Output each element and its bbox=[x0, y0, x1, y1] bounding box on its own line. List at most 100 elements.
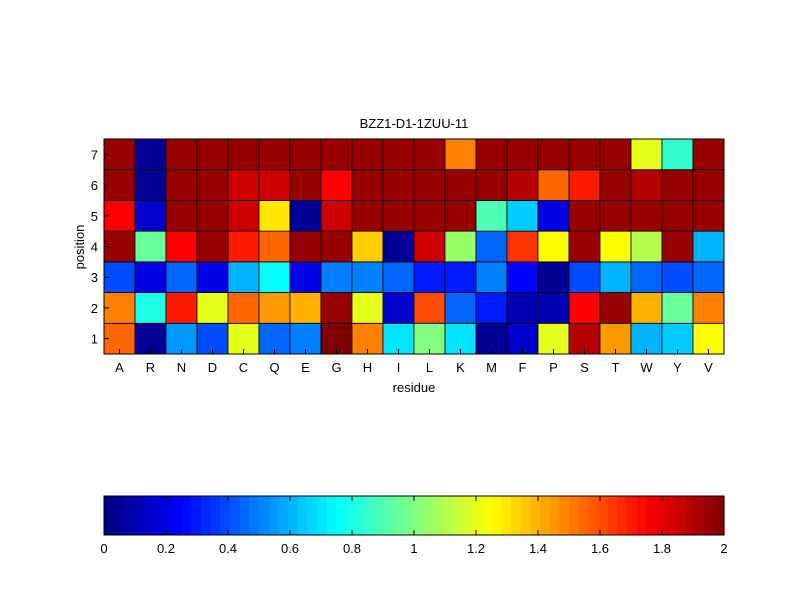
x-tick-label: E bbox=[301, 360, 310, 375]
heatmap-cell bbox=[196, 138, 229, 171]
heatmap-cell bbox=[134, 169, 167, 201]
heatmap-cell bbox=[258, 169, 291, 201]
colorbar-segment bbox=[171, 496, 183, 535]
colorbar-segment bbox=[355, 496, 367, 535]
heatmap-cell bbox=[444, 322, 477, 355]
chart-title: BZZ1-D1-1ZUU-11 bbox=[360, 116, 469, 131]
heatmap-cell bbox=[258, 200, 291, 232]
colorbar-segment bbox=[200, 496, 212, 535]
heatmap-cell bbox=[258, 138, 291, 171]
heatmap-cell bbox=[413, 230, 446, 263]
x-tick-label: V bbox=[704, 360, 713, 375]
heatmap-cell bbox=[289, 169, 322, 201]
colorbar-segment bbox=[414, 496, 425, 535]
colorbar-segment bbox=[326, 496, 338, 535]
heatmap-cell bbox=[630, 169, 663, 201]
heatmap-cell bbox=[630, 200, 663, 232]
heatmap-cell bbox=[475, 200, 508, 232]
heatmap-cell bbox=[351, 322, 384, 355]
y-axis-label: position bbox=[72, 225, 87, 270]
heatmap-cell bbox=[227, 230, 260, 263]
heatmap-cell bbox=[692, 169, 725, 201]
colorbar-segment bbox=[588, 496, 599, 535]
colorbar-segment bbox=[123, 496, 134, 535]
colorbar-tick-label: 0.2 bbox=[157, 541, 175, 556]
heatmap-cell bbox=[289, 200, 322, 232]
heatmap-cell bbox=[413, 169, 446, 201]
heatmap-cell bbox=[568, 169, 601, 201]
heatmap-cell bbox=[661, 230, 694, 263]
x-tick-label: G bbox=[331, 360, 341, 375]
x-tick-label: R bbox=[146, 360, 155, 375]
colorbar-segment bbox=[607, 496, 619, 535]
colorbar-segment bbox=[452, 496, 464, 535]
heatmap-cell bbox=[103, 200, 136, 232]
heatmap-cell bbox=[351, 138, 384, 171]
heatmap-cell bbox=[413, 200, 446, 232]
colorbar-segment bbox=[714, 496, 725, 535]
colorbar-segment bbox=[549, 496, 560, 535]
heatmap-cell bbox=[444, 230, 477, 263]
x-tick-label: C bbox=[239, 360, 248, 375]
colorbar-segment bbox=[404, 496, 415, 535]
colorbar-segment bbox=[481, 496, 493, 535]
y-axis-ticks: 1 2 3 4 5 6 7 bbox=[91, 147, 109, 347]
heatmap-cell bbox=[196, 230, 229, 263]
heatmap-cell bbox=[475, 138, 508, 171]
heatmap-cell bbox=[320, 322, 353, 355]
heatmap-cell bbox=[537, 138, 570, 171]
x-tick-label: Q bbox=[269, 360, 279, 375]
colorbar-segment bbox=[375, 496, 386, 535]
heatmap-cell bbox=[134, 138, 167, 171]
colorbar-segment bbox=[346, 496, 357, 535]
heatmap-cell bbox=[630, 230, 663, 263]
heatmap-cell bbox=[506, 200, 539, 232]
x-tick-label: N bbox=[177, 360, 186, 375]
colorbar-tick-label: 1.4 bbox=[529, 541, 547, 556]
heatmap-cell bbox=[568, 230, 601, 263]
x-tick-label: H bbox=[363, 360, 372, 375]
colorbar-segment bbox=[181, 496, 192, 535]
heatmap-cells bbox=[103, 138, 725, 355]
y-tick-label: 4 bbox=[91, 240, 98, 255]
heatmap-cell bbox=[661, 261, 694, 293]
colorbar-segment bbox=[491, 496, 502, 535]
colorbar-segment bbox=[365, 496, 376, 535]
heatmap-cell bbox=[196, 292, 229, 324]
heatmap-cell bbox=[568, 261, 601, 293]
heatmap-cell bbox=[692, 261, 725, 293]
heatmap-cell bbox=[351, 230, 384, 263]
y-tick-label: 5 bbox=[91, 209, 98, 224]
x-tick-label: P bbox=[549, 360, 558, 375]
colorbar-segment bbox=[113, 496, 124, 535]
colorbar-segment bbox=[229, 496, 241, 535]
heatmap-cell bbox=[196, 200, 229, 232]
heatmap-cell bbox=[661, 292, 694, 324]
heatmap-cell bbox=[413, 292, 446, 324]
colorbar-segment bbox=[627, 496, 638, 535]
heatmap-cell bbox=[506, 292, 539, 324]
heatmap-cell bbox=[227, 169, 260, 201]
heatmap-cell bbox=[289, 261, 322, 293]
heatmap-cell bbox=[692, 292, 725, 324]
colorbar-tick-label: 0.6 bbox=[281, 541, 299, 556]
colorbar-segment bbox=[220, 496, 231, 535]
x-tick-label: M bbox=[486, 360, 497, 375]
heatmap-cell bbox=[475, 292, 508, 324]
heatmap-cell bbox=[413, 261, 446, 293]
heatmap-cell bbox=[165, 200, 198, 232]
heatmap-cell bbox=[227, 292, 260, 324]
heatmap-cell bbox=[568, 138, 601, 171]
heatmap-cell bbox=[103, 261, 136, 293]
heatmap-cell bbox=[103, 322, 136, 355]
y-tick-label: 1 bbox=[91, 332, 98, 347]
colorbar-segment bbox=[423, 496, 434, 535]
heatmap-cell bbox=[320, 200, 353, 232]
heatmap-cell bbox=[475, 169, 508, 201]
heatmap-cell bbox=[661, 322, 694, 355]
heatmap-cell bbox=[444, 138, 477, 171]
heatmap-cell bbox=[537, 169, 570, 201]
heatmap-cell bbox=[444, 292, 477, 324]
heatmap-cell bbox=[537, 200, 570, 232]
